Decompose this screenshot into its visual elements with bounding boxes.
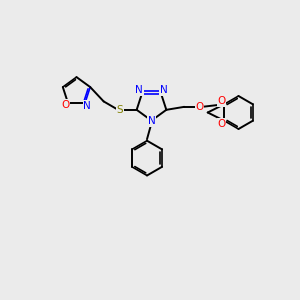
- Text: N: N: [136, 85, 143, 95]
- Text: O: O: [218, 119, 226, 129]
- Text: N: N: [83, 100, 91, 110]
- Text: N: N: [160, 85, 167, 95]
- Text: O: O: [61, 100, 69, 110]
- Text: N: N: [148, 116, 155, 126]
- Text: S: S: [117, 105, 124, 115]
- Text: O: O: [218, 96, 226, 106]
- Text: O: O: [195, 102, 203, 112]
